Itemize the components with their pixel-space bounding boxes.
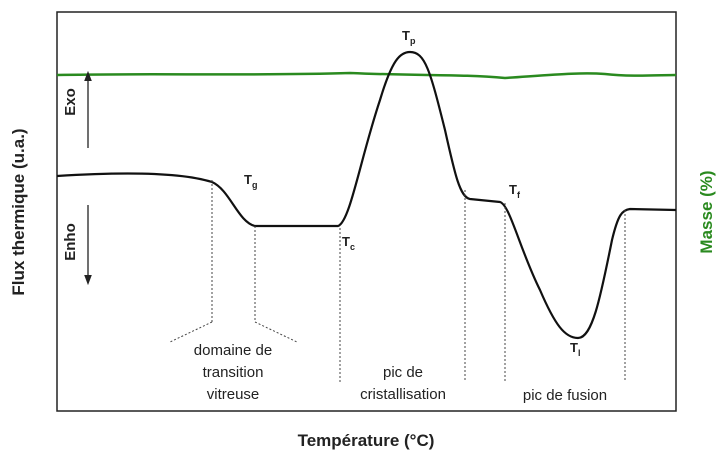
guide-lines: [169, 180, 626, 382]
point-symbol: T: [402, 28, 410, 43]
point-label: Tg: [244, 172, 257, 190]
point-label: Tf: [509, 182, 521, 200]
exo-label: Exo: [62, 88, 79, 116]
region-label: domaine de: [194, 342, 272, 359]
point-subscript: c: [350, 242, 355, 252]
point-symbol: T: [342, 234, 350, 249]
point-label: Tl: [570, 340, 580, 358]
point-symbol: T: [244, 172, 252, 187]
region-label: pic de fusion: [523, 387, 607, 404]
y2-axis-label: Masse (%): [697, 170, 716, 253]
region-label: pic de: [383, 364, 423, 381]
x-axis-label: Température (°C): [298, 431, 435, 450]
point-label: Tp: [402, 28, 416, 46]
region-label: cristallisation: [360, 386, 446, 403]
point-subscript: g: [252, 180, 258, 190]
point-subscript: p: [410, 36, 416, 46]
point-label: Tc: [342, 234, 355, 252]
point-subscript: l: [578, 348, 581, 358]
point-symbol: T: [509, 182, 517, 197]
plot-frame: [56, 11, 677, 412]
region-label: transition: [203, 364, 264, 381]
point-subscript: f: [517, 190, 521, 200]
y-axis-label: Flux thermique (u.a.): [9, 128, 28, 295]
region-label: vitreuse: [207, 386, 260, 403]
endo-label: Enho: [62, 223, 79, 261]
heat-flow-curve: [56, 50, 677, 340]
mass-curve: [56, 71, 677, 80]
point-symbol: T: [570, 340, 578, 355]
